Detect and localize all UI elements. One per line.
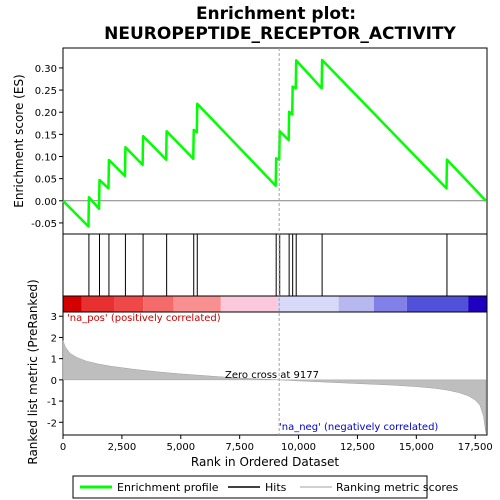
negative-correlation-label: 'na_neg' (negatively correlated)	[279, 422, 438, 433]
es-y-tick-label: 0.00	[35, 197, 57, 208]
x-tick-label: 5,000	[166, 442, 195, 453]
color-bar-segment	[63, 296, 82, 312]
color-bar-segment	[81, 296, 115, 312]
hits-marks	[88, 234, 448, 296]
x-tick-label: 2,500	[108, 442, 137, 453]
metric-y-tick-label: 2	[51, 333, 57, 344]
es-y-tick-label: -0.05	[31, 219, 57, 230]
es-y-tick-label: 0.10	[35, 153, 57, 164]
es-y-tick-label: 0.05	[35, 175, 57, 186]
legend-enrichment-label: Enrichment profile	[117, 481, 219, 494]
color-bar-segment	[173, 296, 221, 312]
zero-cross-label: Zero cross at 9177	[225, 370, 319, 381]
metric-y-axis: -2 -1 0 1 2 3	[47, 312, 63, 429]
metric-y-tick-label: 3	[51, 312, 57, 323]
es-y-tick-label: 0.30	[35, 64, 57, 75]
legend: Enrichment profile Hits Ranking metric s…	[72, 475, 458, 499]
metric-y-tick-label: 1	[51, 355, 57, 366]
enrichment-profile-line	[62, 58, 487, 228]
color-bar-segment	[220, 296, 278, 312]
metric-y-tick-label: 0	[51, 376, 57, 387]
metric-y-tick-label: -1	[47, 397, 57, 408]
es-y-tick-label: 0.15	[35, 130, 57, 141]
x-tick-label: 12,500	[340, 442, 375, 453]
color-bar-segment	[373, 296, 407, 312]
x-tick-label: 15,000	[399, 442, 434, 453]
color-bar-segment	[114, 296, 144, 312]
es-y-axis-label: Enrichment score (ES)	[12, 74, 26, 207]
hits-panel-frame	[62, 233, 488, 297]
x-tick-label: 10,000	[281, 442, 316, 453]
ranking-metric-area	[62, 340, 487, 433]
x-tick-label: 7,500	[225, 442, 254, 453]
legend-metric-label: Ranking metric scores	[336, 481, 458, 494]
color-bar-segment	[406, 296, 469, 312]
es-y-tick-label: 0.25	[35, 86, 57, 97]
color-bar-segment	[338, 296, 374, 312]
chart-title-line2: NEUROPEPTIDE_RECEPTOR_ACTIVITY	[104, 24, 456, 44]
color-bar-segment	[277, 296, 339, 312]
positive-correlation-label: 'na_pos' (positively correlated)	[67, 313, 221, 324]
ranking-color-bar	[63, 296, 487, 312]
legend-hits-label: Hits	[265, 481, 287, 494]
x-tick-label: 0	[60, 442, 66, 453]
es-y-axis: -0.05 0.00 0.05 0.10 0.15 0.20 0.25 0.30	[31, 64, 63, 230]
x-tick-label: 17,500	[458, 442, 493, 453]
metric-y-tick-label: -2	[47, 418, 57, 429]
x-axis-label: Rank in Ordered Dataset	[191, 455, 339, 469]
es-y-tick-label: 0.20	[35, 108, 57, 119]
color-bar-segment	[468, 296, 487, 312]
es-panel-frame	[62, 47, 488, 235]
metric-y-axis-label: Ranked list metric (PreRanked)	[26, 279, 40, 464]
x-axis: 0 2,500 5,000 7,500 10,000 12,500 15,000 17,500	[60, 435, 493, 453]
color-bar-segment	[143, 296, 174, 312]
chart-title-line1: Enrichment plot:	[196, 4, 356, 24]
